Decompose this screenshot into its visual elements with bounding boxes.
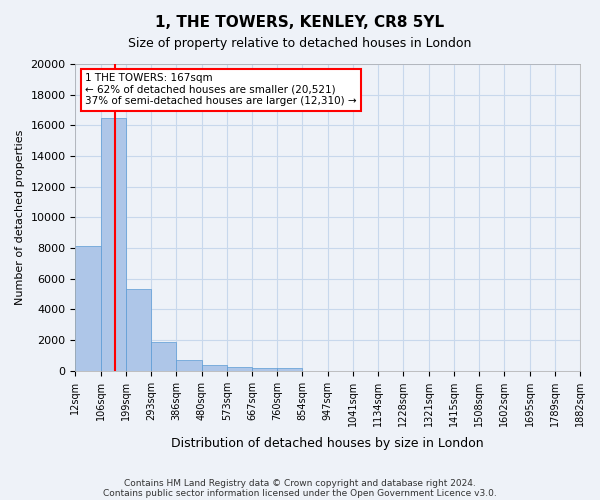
Bar	[76, 246, 101, 370]
Y-axis label: Number of detached properties: Number of detached properties	[15, 130, 25, 305]
Bar	[126, 290, 151, 370]
Bar	[252, 368, 277, 370]
Text: 1, THE TOWERS, KENLEY, CR8 5YL: 1, THE TOWERS, KENLEY, CR8 5YL	[155, 15, 445, 30]
Bar	[176, 360, 202, 370]
X-axis label: Distribution of detached houses by size in London: Distribution of detached houses by size …	[172, 437, 484, 450]
Bar	[227, 366, 252, 370]
Bar	[202, 366, 227, 370]
Text: Contains public sector information licensed under the Open Government Licence v3: Contains public sector information licen…	[103, 488, 497, 498]
Text: Contains HM Land Registry data © Crown copyright and database right 2024.: Contains HM Land Registry data © Crown c…	[124, 478, 476, 488]
Bar	[277, 368, 302, 370]
Text: Size of property relative to detached houses in London: Size of property relative to detached ho…	[128, 38, 472, 51]
Bar	[151, 342, 176, 370]
Text: 1 THE TOWERS: 167sqm
← 62% of detached houses are smaller (20,521)
37% of semi-d: 1 THE TOWERS: 167sqm ← 62% of detached h…	[85, 73, 357, 106]
Bar	[101, 118, 126, 370]
